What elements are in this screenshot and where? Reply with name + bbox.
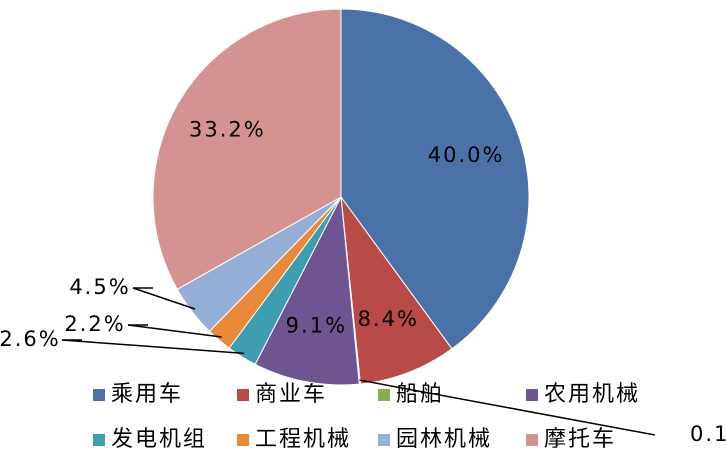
legend-swatch (526, 389, 538, 401)
leader-line (359, 379, 656, 436)
leader-line (127, 324, 222, 338)
data-label: 9.1% (286, 313, 347, 337)
pie-slice (254, 195, 360, 386)
data-label: 2.6% (0, 327, 61, 351)
legend-swatch (378, 389, 390, 401)
legend-label: 园林机械 (396, 427, 492, 452)
legend-label: 商业车 (255, 382, 327, 407)
leader-line (61, 339, 245, 355)
leader-line (132, 287, 196, 310)
legend-swatch (93, 389, 105, 401)
data-label: 8.4% (358, 307, 419, 331)
legend-swatch (378, 434, 390, 446)
legend-swatch (526, 434, 538, 446)
legend-label: 乘用车 (111, 382, 183, 407)
legend-label: 农用机械 (544, 382, 640, 407)
legend-label: 摩托车 (544, 427, 616, 452)
pie-slice (340, 8, 530, 350)
pie-slice (152, 8, 342, 290)
data-label: 40.0% (428, 143, 505, 167)
pie-slice (340, 195, 453, 385)
legend-swatch (93, 434, 105, 446)
data-label: 4.5% (69, 275, 130, 299)
data-label: 33.2% (189, 118, 266, 142)
data-label: 2.2% (64, 312, 125, 336)
legend-label: 发电机组 (111, 427, 207, 452)
legend-swatch (237, 389, 249, 401)
legend-label: 工程机械 (255, 427, 351, 452)
legend-swatch (237, 434, 249, 446)
data-label: 0.1% (690, 422, 726, 446)
